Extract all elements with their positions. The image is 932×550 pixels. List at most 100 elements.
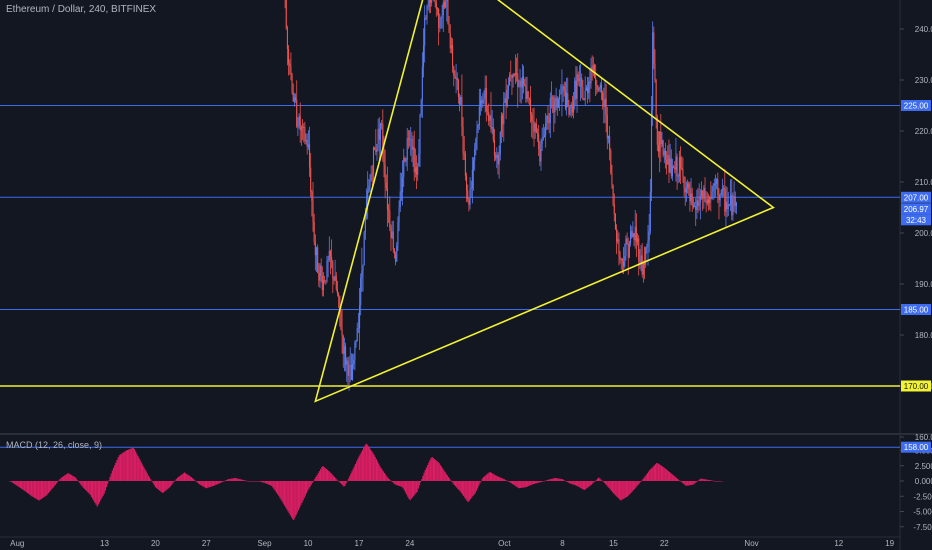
candle-body <box>338 293 340 297</box>
macd-bar <box>50 481 52 491</box>
macd-bar <box>622 481 624 500</box>
macd-bar <box>181 474 183 481</box>
macd-bar <box>639 481 642 483</box>
candle-body <box>382 123 384 150</box>
candle-body <box>449 33 451 49</box>
y-tick-label: 210.00 <box>915 178 932 187</box>
candle-body <box>605 98 607 116</box>
x-tick-label: 20 <box>151 539 160 548</box>
candle-body <box>336 289 338 294</box>
macd-label: MACD (12, 26, close, 9) <box>6 440 103 450</box>
candle-body <box>438 9 440 28</box>
macd-bar <box>102 481 104 496</box>
macd-bar <box>79 481 81 484</box>
candle-body <box>610 150 612 173</box>
macd-bar <box>101 481 103 499</box>
candle-body <box>297 125 299 127</box>
macd-bar <box>240 479 243 481</box>
candle-body <box>407 138 409 140</box>
macd-bar <box>432 458 435 481</box>
level-badge <box>901 100 931 111</box>
macd-bar <box>188 475 190 481</box>
candle-body <box>566 93 568 108</box>
macd-bar <box>557 478 559 481</box>
candle-body <box>499 132 501 155</box>
candle-body <box>300 127 302 131</box>
candle-body <box>364 216 366 233</box>
macd-bar <box>344 481 346 486</box>
level-badge <box>901 441 931 453</box>
candle-body <box>523 76 525 85</box>
macd-bar <box>86 481 88 492</box>
x-tick-label: 15 <box>609 539 618 548</box>
candle-body <box>671 166 673 177</box>
macd-bar <box>44 481 46 497</box>
macd-bar <box>539 481 542 483</box>
x-tick-label: 19 <box>885 539 894 548</box>
candle-body <box>429 0 432 3</box>
macd-bar <box>645 474 647 481</box>
macd-bar <box>687 481 689 486</box>
candle-body <box>525 86 527 100</box>
macd-bar <box>661 466 664 481</box>
candle-body <box>668 155 670 173</box>
macd-bar <box>570 481 572 484</box>
candle-body <box>376 144 378 152</box>
macd-bar <box>707 479 709 481</box>
macd-bar <box>52 481 54 488</box>
macd-bar <box>504 479 507 481</box>
macd-tick-label: 0.0000 <box>915 477 932 486</box>
candle-body <box>420 99 422 115</box>
macd-bar <box>447 476 450 481</box>
symmetrical-triangle-drawing[interactable] <box>314 0 775 403</box>
macd-bar <box>513 481 515 485</box>
candle-body <box>378 128 380 140</box>
candle-body <box>689 188 691 202</box>
macd-bar <box>565 481 567 482</box>
macd-bar <box>490 472 493 481</box>
candle-body <box>623 260 625 267</box>
macd-bar <box>332 475 334 481</box>
macd-bar <box>717 481 719 482</box>
candle-body <box>663 150 665 156</box>
macd-bar <box>503 479 505 481</box>
macd-bar <box>540 481 543 482</box>
candle-body <box>349 365 351 366</box>
candle-body <box>462 126 464 153</box>
macd-bar <box>215 481 217 485</box>
candle-body <box>590 67 592 84</box>
macd-bar <box>501 478 503 481</box>
macd-bar <box>520 481 522 489</box>
candle-body <box>581 78 583 88</box>
macd-bar <box>517 481 519 488</box>
macd-bar <box>442 468 444 481</box>
macd-bar <box>689 481 692 486</box>
candle-body <box>509 75 511 86</box>
macd-bar <box>152 481 154 484</box>
candle-body <box>611 172 613 186</box>
macd-bar <box>166 481 168 490</box>
candle-body <box>404 157 406 162</box>
macd-bar <box>621 481 623 500</box>
macd-bar <box>104 481 106 491</box>
candle-body <box>696 200 698 210</box>
current-price-badge <box>901 203 931 215</box>
macd-bar <box>26 481 29 493</box>
macd-bar <box>347 478 350 481</box>
macd-bar <box>274 481 276 491</box>
macd-bar <box>613 481 615 494</box>
candle-body <box>350 365 352 380</box>
macd-bar <box>563 479 565 481</box>
macd-bar <box>72 475 74 481</box>
macd-bar <box>397 481 400 486</box>
candle-body <box>569 107 571 115</box>
macd-bar <box>478 481 480 486</box>
candle-body <box>433 0 435 2</box>
candle-body <box>456 77 458 81</box>
macd-bar <box>567 481 569 483</box>
candle-body <box>320 265 322 276</box>
candle-body <box>512 73 514 79</box>
macd-bar <box>580 481 582 489</box>
